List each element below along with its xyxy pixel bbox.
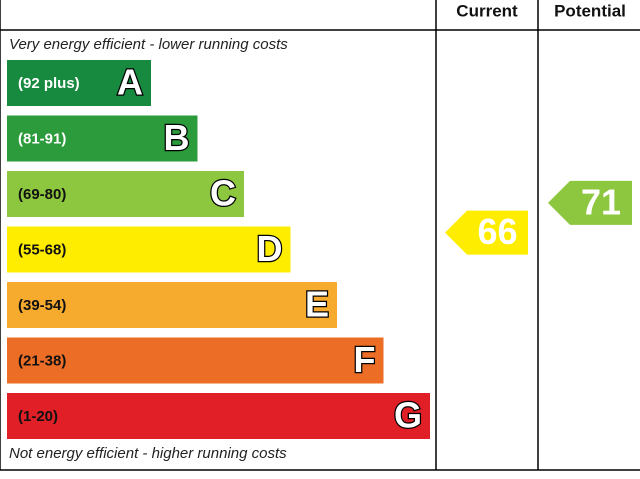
- band-range: (39-54): [18, 297, 66, 314]
- band-bar: [7, 393, 430, 439]
- band-bar: [7, 115, 198, 162]
- band-letter: F: [354, 339, 376, 380]
- band-letter: B: [164, 117, 190, 158]
- band-range: (92 plus): [18, 75, 80, 92]
- band-range: (69-80): [18, 186, 66, 203]
- column-header: Potential: [554, 1, 626, 20]
- band-letter: E: [305, 284, 329, 325]
- band-range: (1-20): [18, 408, 58, 425]
- band-range: (55-68): [18, 241, 66, 258]
- band-bar: [7, 171, 244, 217]
- band-bar: [7, 226, 291, 273]
- potential-arrow: [548, 180, 632, 225]
- band-letter: A: [117, 62, 143, 103]
- potential-score: 71: [581, 181, 621, 222]
- current-score: 66: [477, 211, 517, 252]
- band-letter: G: [394, 395, 422, 436]
- bottom-note: Not energy efficient - higher running co…: [9, 445, 287, 462]
- column-header: Current: [456, 1, 518, 20]
- band-bar: [7, 282, 337, 328]
- top-note: Very energy efficient - lower running co…: [9, 36, 288, 53]
- band-letter: C: [210, 173, 236, 214]
- current-arrow: [445, 210, 528, 255]
- band-letter: D: [257, 228, 283, 269]
- band-range: (21-38): [18, 352, 66, 369]
- band-bar: [7, 337, 384, 384]
- band-bar: [7, 60, 151, 106]
- band-range: (81-91): [18, 130, 66, 147]
